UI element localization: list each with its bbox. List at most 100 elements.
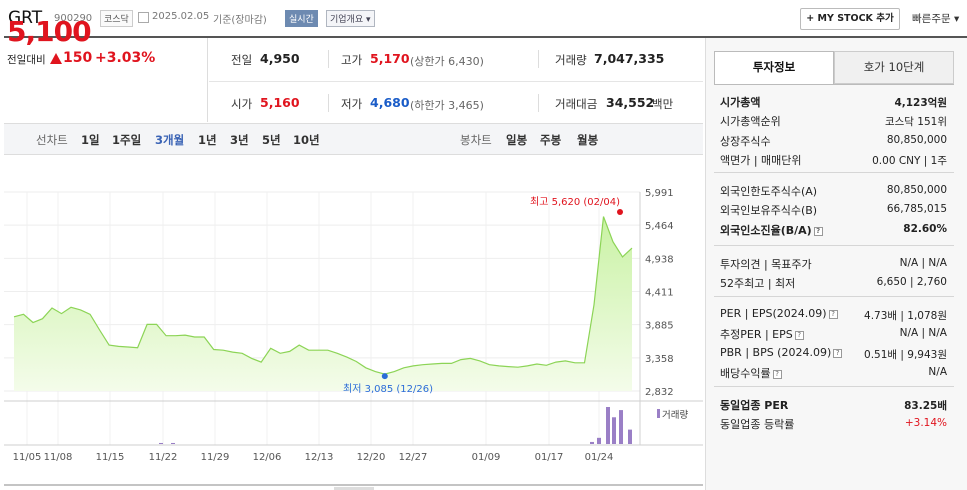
x-tick-label: 12/06 <box>253 452 282 463</box>
period-1y[interactable]: 1년 <box>198 133 217 147</box>
volume-value: 7,047,335 <box>594 51 665 66</box>
panel-row-value: 4.73배 | 1,078원 <box>864 310 947 322</box>
tab-investment-info[interactable]: 투자정보 <box>714 51 834 84</box>
y-tick-label: 3,885 <box>645 321 674 332</box>
period-10y[interactable]: 10년 <box>293 133 320 147</box>
y-tick-label: 4,411 <box>645 288 674 299</box>
volume-legend: 거래량 <box>662 409 688 421</box>
period-1d[interactable]: 1일 <box>81 133 100 147</box>
x-tick-label: 12/20 <box>357 452 386 463</box>
investment-panel <box>705 38 967 490</box>
period-3m[interactable]: 3개월 <box>155 133 185 147</box>
scroll-handle <box>334 487 374 490</box>
panel-row-value: 0.51배 | 9,943원 <box>864 348 947 361</box>
help-icon[interactable]: ? <box>772 369 782 379</box>
help-icon[interactable]: ? <box>828 310 838 319</box>
panel-row-value: 82.60% <box>903 222 947 235</box>
help-icon[interactable]: ? <box>813 226 823 236</box>
price-line <box>13 216 633 375</box>
period-5y[interactable]: 5년 <box>262 133 281 147</box>
period-3y[interactable]: 3년 <box>230 133 249 147</box>
market-badge: 코스닥 <box>100 10 133 27</box>
price-area <box>14 216 632 391</box>
help-icon[interactable]: ? <box>833 348 843 358</box>
x-tick-label: 01/24 <box>585 452 614 463</box>
panel-row-label: PER | EPS(2024.09)? <box>720 307 838 320</box>
panel-divider <box>714 245 954 246</box>
panel-row-label: 외국인보유주식수(B) <box>720 204 818 218</box>
amount-label: 거래대금 <box>555 97 598 111</box>
help-icon[interactable]: ? <box>794 331 804 341</box>
panel-row-label: 추정PER | EPS? <box>720 326 804 342</box>
x-tick-label: 12/13 <box>305 452 334 463</box>
x-tick-label: 11/29 <box>201 452 230 463</box>
candle-weekly[interactable]: 주봉 <box>540 133 562 147</box>
volume-bar <box>597 437 601 444</box>
panel-row-label: 액면가 | 매매단위 <box>720 153 802 167</box>
line-chart-label: 선차트 <box>36 133 68 147</box>
realtime-button[interactable]: 실시간 <box>285 10 318 27</box>
volume-bar <box>159 442 163 444</box>
divider <box>328 50 329 68</box>
min-label: 최저 3,085 (12/26) <box>343 383 433 395</box>
diff-label: 전일대비 <box>7 54 46 66</box>
panel-row-label: 외국인한도주식수(A) <box>720 185 818 198</box>
divider <box>538 50 539 68</box>
header-divider <box>4 36 967 38</box>
volume-bar <box>619 410 623 444</box>
x-tick-label: 01/17 <box>535 452 564 463</box>
add-mystock-button[interactable]: + MY STOCK 추가 <box>800 8 900 30</box>
panel-row-value: N/A | N/A <box>899 327 947 340</box>
panel-row-value: 4,123억원 <box>894 97 947 109</box>
volume-legend-swatch <box>657 409 660 418</box>
tab-order-book[interactable]: 호가 10단계 <box>834 51 954 84</box>
open-value: 5,160 <box>260 95 300 110</box>
panel-row-value: N/A <box>928 365 947 378</box>
panel-row-label: 52주최고 | 최저 <box>720 277 796 291</box>
y-tick-label: 5,991 <box>645 188 674 199</box>
high-value: 5,170 <box>370 51 410 66</box>
open-label: 시가 <box>231 97 253 111</box>
price-diff-percent: +3.03% <box>95 50 156 66</box>
upper-limit: (상한가 6,430) <box>410 55 484 68</box>
low-label: 저가 <box>341 97 363 111</box>
y-tick-label: 3,358 <box>645 354 674 365</box>
volume-bar <box>590 441 594 444</box>
panel-divider <box>714 172 954 173</box>
price-chart: 5,991 5,464 4,938 4,411 3,885 3,358 2,832 11/0… <box>4 188 703 490</box>
panel-row-value: +3.14% <box>904 417 947 430</box>
x-tick-label: 11/05 <box>13 452 42 463</box>
quick-order-button[interactable]: 빠른주문 ▾ <box>912 13 960 25</box>
panel-row-value: 83.25배 <box>904 400 947 412</box>
period-1w[interactable]: 1주일 <box>112 133 142 147</box>
low-value: 4,680 <box>370 95 410 110</box>
amount-unit: 백만 <box>652 97 674 111</box>
max-label: 최고 5,620 (02/04) <box>530 196 620 208</box>
panel-divider <box>714 296 954 297</box>
prev-close-label: 전일 <box>231 53 253 67</box>
volume-label: 거래량 <box>555 53 587 67</box>
lower-limit: (하한가 3,465) <box>410 99 484 112</box>
stock-code: 900290 <box>54 13 93 24</box>
candle-monthly[interactable]: 월봉 <box>577 133 599 147</box>
panel-row-value: 코스닥 151위 <box>884 116 947 129</box>
panel-row-value: 66,785,015 <box>886 203 947 216</box>
divider <box>538 94 539 112</box>
max-marker <box>617 209 623 215</box>
high-label: 고가 <box>341 53 363 67</box>
divider <box>328 94 329 112</box>
panel-row-label: 상장주식수 <box>720 134 771 148</box>
panel-row-value: 80,850,000 <box>886 133 947 146</box>
y-tick-label: 2,832 <box>645 387 674 398</box>
candle-daily[interactable]: 일봉 <box>506 133 528 147</box>
quote-basis: 기준(장마감) <box>213 15 267 26</box>
panel-row-value: 80,850,000 <box>886 184 947 196</box>
panel-row-label: 외국인소진율(B/A)? <box>720 222 823 238</box>
company-overview-dropdown[interactable]: 기업개요 ▾ <box>326 10 375 27</box>
amount-value: 34,552 <box>606 95 655 110</box>
stock-name: GRT <box>8 8 43 28</box>
calendar-icon <box>138 12 149 23</box>
price-box <box>4 38 208 122</box>
candle-chart-label: 봉차트 <box>460 133 492 147</box>
quote-row-divider <box>209 81 703 82</box>
